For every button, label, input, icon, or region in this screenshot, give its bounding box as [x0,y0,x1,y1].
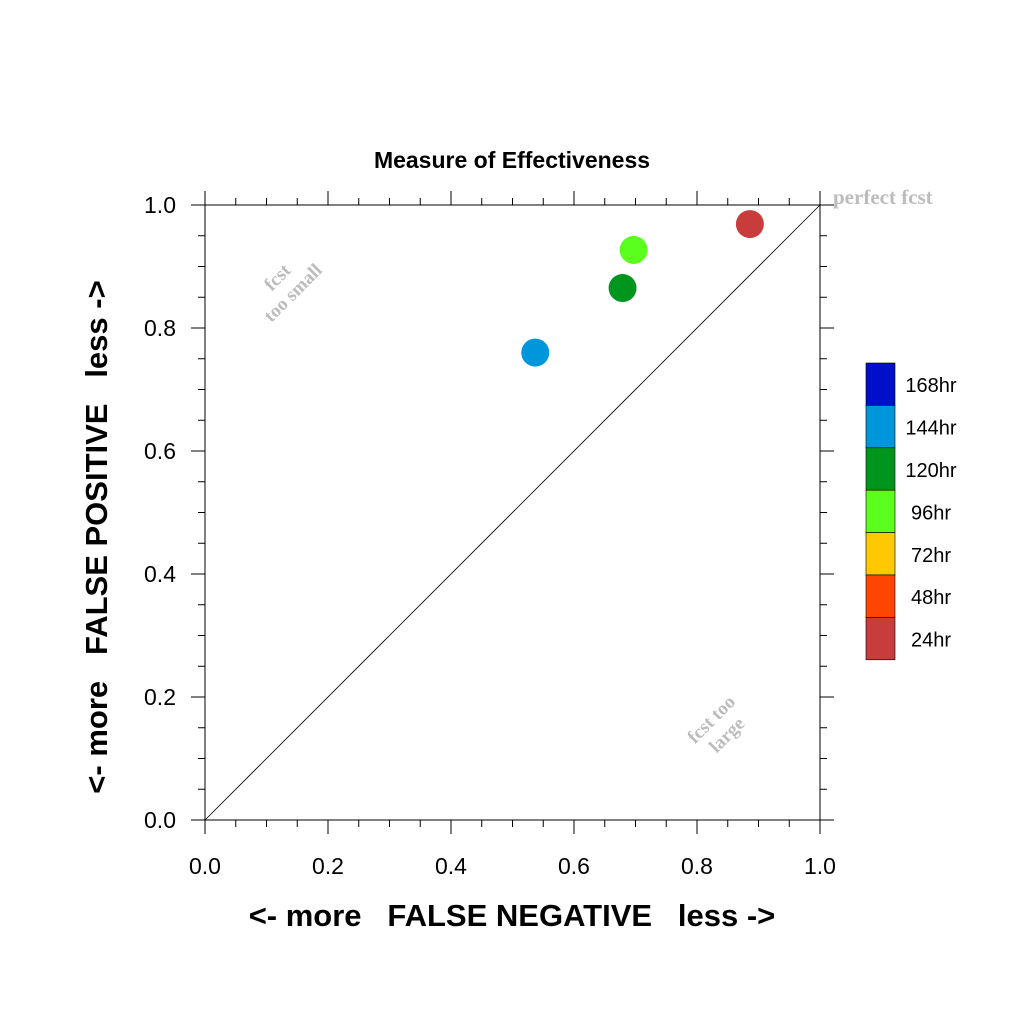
legend-swatch-168hr [865,362,896,406]
y-tick-label: 0.0 [144,807,176,833]
legend-label-144hr: 144hr [905,418,956,440]
chart-title: Measure of Effectiveness [374,147,650,173]
forecast-too-large-annotation: fcst too large [684,692,750,758]
legend-label-72hr: 72hr [911,545,951,567]
legend-swatch-72hr [865,532,896,576]
legend: 168hr 144hr 120hr 96hr 72hr 48hr 24hr [865,362,957,661]
forecast-too-small-annotation: fcst too small [260,260,327,327]
y-tick-labels: 0.0 0.2 0.4 0.6 0.8 1.0 [144,192,176,833]
y-tick-label: 1.0 [144,192,176,218]
axis-ticks [191,191,834,834]
legend-label-168hr: 168hr [905,375,956,397]
y-tick-label: 0.6 [144,438,176,464]
x-tick-label: 0.2 [312,853,344,879]
x-tick-label: 0.4 [435,853,467,879]
x-tick-label: 0.8 [681,853,713,879]
y-tick-label: 0.8 [144,315,176,341]
legend-swatch-96hr [865,489,896,533]
data-point-144hr [521,338,550,367]
x-tick-labels: 0.0 0.2 0.4 0.6 0.8 1.0 [189,853,836,879]
x-tick-label: 0.6 [558,853,590,879]
diagonal-reference-line [204,204,821,821]
x-tick-label: 0.0 [189,853,221,879]
legend-swatch-144hr [865,405,896,449]
legend-swatch-120hr [865,447,896,491]
y-axis-label: <- more FALSE POSITIVE less -> [79,280,114,793]
legend-label-24hr: 24hr [911,630,951,652]
data-point-96hr [619,235,648,264]
legend-swatch-24hr [865,617,896,661]
perfect-forecast-label: perfect fcst [833,185,933,209]
legend-label-96hr: 96hr [911,502,951,524]
data-point-120hr [608,274,637,303]
x-axis-label: <- more FALSE NEGATIVE less -> [249,898,776,933]
legend-label-120hr: 120hr [905,460,956,482]
data-points [521,210,764,367]
y-tick-label: 0.2 [144,684,176,710]
legend-swatch-48hr [865,574,896,618]
data-point-24hr [735,210,764,239]
y-tick-label: 0.4 [144,561,176,587]
x-tick-label: 1.0 [804,853,836,879]
legend-label-48hr: 48hr [911,587,951,609]
